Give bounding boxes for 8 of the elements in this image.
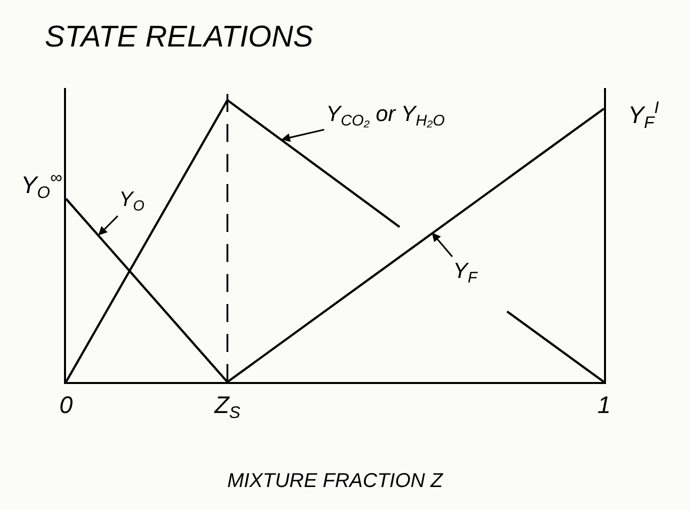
annotation: Y$_{CO₂}$ or Y$_{H₂O}$: [326, 101, 445, 130]
x-axis-title: MIXTURE FRACTION Z: [227, 470, 444, 492]
x-tick-label: 0: [59, 392, 74, 419]
x-tick-label: 1: [597, 392, 611, 419]
annotation: Y$_{F}$: [453, 258, 479, 287]
x-tick-label: Z$_{S}$: [213, 392, 242, 422]
annotation: Y$_{O}$: [119, 188, 146, 214]
chart-title: STATE RELATIONS: [44, 20, 314, 54]
